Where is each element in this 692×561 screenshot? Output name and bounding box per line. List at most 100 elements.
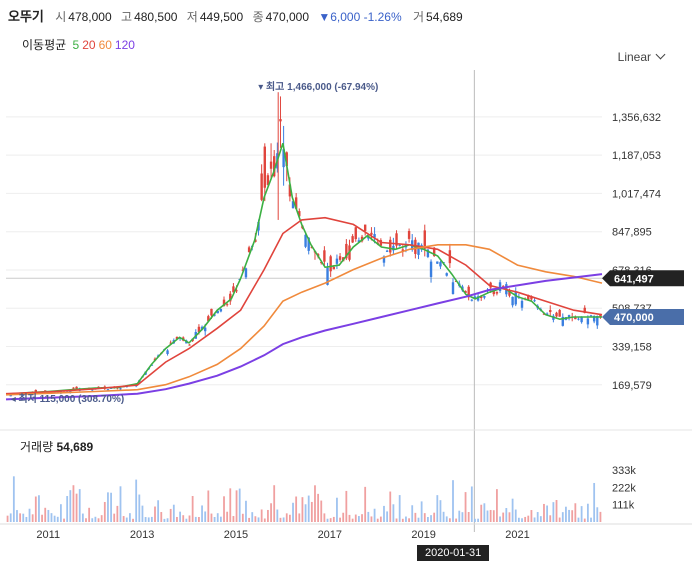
- volume-bar: [561, 512, 564, 522]
- candle-body: [473, 296, 477, 299]
- volume-bar: [461, 512, 464, 522]
- volume-bar: [599, 511, 602, 522]
- volume-bar: [323, 513, 326, 522]
- candle-body: [555, 312, 558, 317]
- candle-body: [520, 300, 524, 308]
- volume-bar: [12, 476, 15, 522]
- candle-body: [260, 173, 263, 200]
- candle-body: [498, 282, 502, 291]
- candle-body: [225, 304, 229, 306]
- volume-bar: [583, 518, 586, 522]
- volume-bar: [508, 512, 511, 522]
- volume-bar: [357, 516, 360, 522]
- volume-bar: [226, 511, 229, 522]
- volume-bar: [467, 512, 470, 522]
- candles: [6, 92, 602, 397]
- candle-body: [558, 310, 561, 317]
- scale-selector[interactable]: Linear: [618, 49, 666, 64]
- volume-bar: [28, 508, 31, 522]
- volume-bar: [6, 515, 9, 522]
- volume-bar: [464, 492, 467, 522]
- volume-bar: [285, 513, 288, 522]
- volume-bar: [298, 513, 301, 522]
- volume-bar: [351, 518, 354, 522]
- volume-bar: [163, 518, 166, 522]
- volume-bar: [370, 516, 373, 522]
- volume-bar: [339, 517, 341, 522]
- volume-bar: [364, 486, 367, 522]
- grid-lines: [6, 70, 602, 532]
- volume-bar: [267, 509, 269, 522]
- candle-body: [580, 317, 583, 323]
- high-label: 고: [121, 10, 133, 24]
- candle-body: [508, 290, 511, 296]
- candle-body: [235, 290, 238, 292]
- volume-bar: [257, 517, 260, 522]
- volume-bar: [367, 511, 370, 522]
- volume-bar: [91, 518, 94, 522]
- volume-bar: [201, 505, 203, 522]
- candle-body: [175, 336, 179, 340]
- volume-bar: [50, 513, 53, 522]
- volume-bar: [496, 489, 498, 522]
- volume-tick-label: 333k: [612, 465, 636, 477]
- volume-bar: [141, 505, 144, 522]
- volume-bar: [25, 516, 28, 522]
- candle-body: [567, 315, 571, 318]
- volume-bar: [342, 512, 345, 522]
- candle-body: [357, 240, 361, 242]
- volume-bar: [398, 495, 401, 522]
- volume-bar: [395, 518, 398, 522]
- volume-bar: [69, 490, 72, 522]
- volume-bar: [571, 510, 574, 522]
- volume-bar: [574, 503, 577, 522]
- volume-bar: [383, 505, 385, 522]
- candle-body: [332, 266, 335, 270]
- volume-bar: [263, 518, 266, 522]
- candle-body: [294, 197, 298, 209]
- x-tick-label: 2021: [505, 529, 529, 541]
- y-tick-label: 169,579: [612, 380, 652, 392]
- candle-body: [467, 286, 470, 298]
- y-tick-label: 1,187,053: [612, 150, 661, 162]
- candle-body: [464, 290, 467, 293]
- moving-average-legend[interactable]: 이동평균 5 20 60 120: [22, 36, 141, 53]
- low-annotation: ◂ 최저 115,000 (308.70%): [11, 392, 125, 405]
- candle-body: [599, 314, 602, 318]
- candle-body: [329, 256, 332, 272]
- x-tick-label: 2019: [411, 529, 435, 541]
- volume-bar: [122, 516, 125, 522]
- volume-bar: [75, 493, 78, 522]
- volume-bar: [580, 506, 583, 522]
- volume-bar: [207, 490, 210, 522]
- volume-bar: [326, 518, 329, 522]
- candle-body: [495, 291, 499, 294]
- candle-body: [285, 152, 288, 167]
- volume-bar: [590, 517, 592, 522]
- candle-body: [254, 239, 257, 242]
- candle-body: [574, 316, 577, 320]
- volume-bar: [486, 510, 489, 522]
- volume-bar: [470, 486, 473, 522]
- price-header: 오뚜기 시 478,000 고 480,500 저 449,500 종 470,000 …: [8, 6, 469, 25]
- volume-bar: [198, 517, 200, 522]
- volume-bar: [157, 500, 160, 522]
- candle-body: [323, 250, 326, 262]
- candle-body: [197, 326, 201, 333]
- volume-bar: [44, 507, 47, 522]
- volume-panel-title: 거래량 54,689: [20, 438, 93, 455]
- volume-bar: [549, 515, 552, 522]
- volume-bar: [307, 495, 310, 522]
- candle-body: [106, 389, 110, 391]
- candle-body: [169, 342, 172, 344]
- candle-body: [279, 119, 282, 122]
- candle-body: [354, 227, 357, 240]
- candle-body: [291, 201, 295, 209]
- volume-bar: [348, 514, 351, 522]
- volume-bar: [593, 482, 596, 522]
- candle-body: [583, 307, 586, 313]
- candle-body: [210, 308, 213, 316]
- volume-bar: [530, 510, 533, 522]
- volume-bar: [154, 506, 156, 522]
